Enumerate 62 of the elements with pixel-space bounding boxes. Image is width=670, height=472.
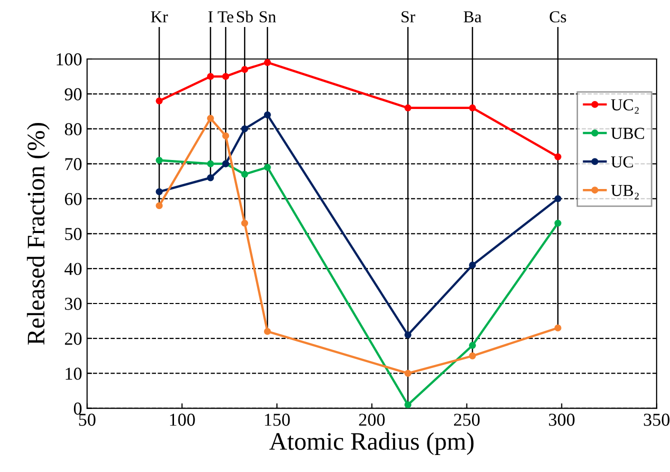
point [241,125,248,132]
x-axis-title: Atomic Radius (pm) [269,432,474,455]
x-tick-label: 100 [170,414,195,426]
point [554,324,562,332]
point [222,132,230,140]
legend-label: UC [611,156,633,168]
ref-line-label: Sr [402,11,416,22]
point [404,331,412,338]
x-tick-label: 50 [79,414,96,426]
point [156,202,163,210]
point [264,111,271,118]
point [156,97,163,104]
y-tick-label: 40 [64,262,82,276]
point [264,328,271,335]
point [554,220,562,227]
y-tick-label: 100 [56,53,82,66]
point [156,156,163,164]
x-tick-label: 250 [454,414,480,426]
point [404,401,412,408]
y-axis-title: Released Fraction (%) [26,122,50,345]
ref-line-label: Te [218,11,234,22]
point [468,104,476,112]
point [207,174,214,182]
point [554,153,562,160]
point [404,370,412,377]
y-tick-label: 60 [64,192,82,206]
y-tick-label: 50 [65,228,82,240]
point [156,188,163,196]
x-tick-label: 350 [644,414,670,426]
point [404,104,412,112]
ref-line-label: Sn [260,11,276,22]
point [222,72,230,80]
point [554,195,562,202]
y-tick-label: 70 [65,158,82,170]
ref-line-label: Sb [236,10,253,22]
ref-line-label: I [208,11,213,22]
point [207,72,214,80]
point [207,160,214,168]
y-tick-label: 80 [64,123,82,136]
point [468,262,476,269]
y-tick-label: 10 [66,368,82,380]
ref-line-label: Kr [150,11,168,22]
point [241,220,248,227]
point [264,59,271,66]
y-tick-label: 20 [64,332,82,345]
legend-label: UBC [611,128,644,139]
point [468,342,476,349]
x-tick-label: 200 [359,414,385,426]
ref-line-label: Ba [464,11,482,22]
legend-label: UC₂ [611,99,639,114]
point [207,114,214,122]
legend-label: UB₂ [611,185,639,200]
point [241,66,248,73]
y-tick-label: 30 [65,298,82,310]
ref-line-label: Cs [550,11,566,22]
point [241,170,248,178]
x-tick-label: 300 [549,414,575,426]
y-tick-label: 90 [64,88,82,100]
point [468,352,476,360]
y-tick-label: 0 [74,402,82,415]
point [264,164,271,171]
x-tick-label: 150 [264,414,290,426]
